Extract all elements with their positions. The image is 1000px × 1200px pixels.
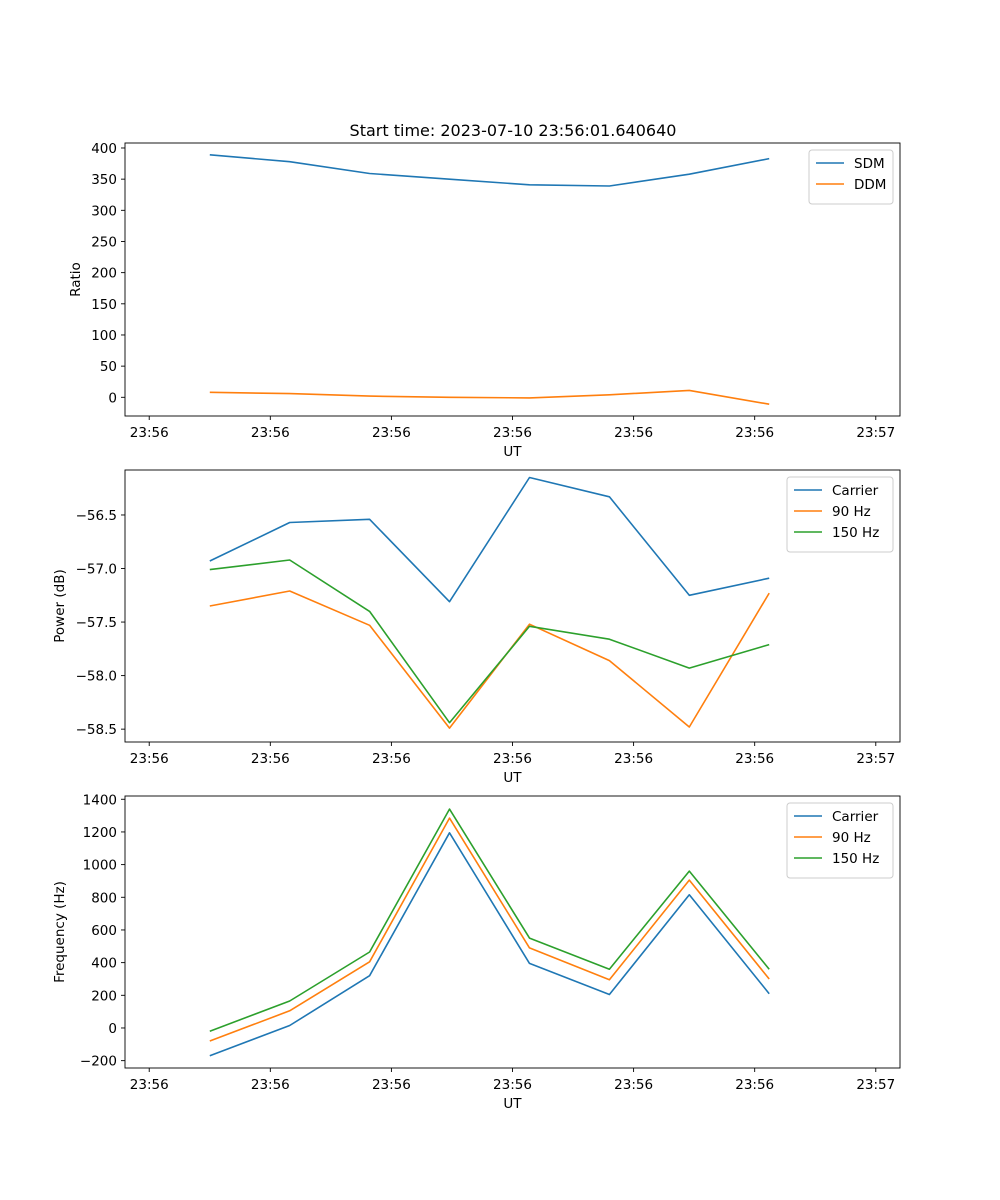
y-tick-label: 1000 [83,858,117,874]
y-tick-label: 200 [91,988,117,1004]
y-tick-label: 50 [100,359,117,375]
y-tick-label: 300 [91,203,117,219]
legend-label: 150 Hz [832,851,879,867]
x-tick-label: 23:57 [856,751,895,767]
y-tick-label: −56.5 [76,508,117,524]
y-tick-label: −58.0 [76,669,117,685]
x-tick-label: 23:56 [372,1077,411,1093]
series-line-ddm [209,389,770,405]
x-tick-label: 23:56 [614,751,653,767]
legend-label: SDM [854,156,885,172]
x-tick-label: 23:56 [735,1077,774,1093]
x-tick-label: 23:56 [493,425,532,441]
y-axis-label: Power (dB) [52,569,68,642]
y-tick-label: 0 [108,1021,117,1037]
y-tick-label: −58.5 [76,722,117,738]
legend-label: Carrier [832,483,879,499]
x-tick-label: 23:56 [130,751,169,767]
x-tick-label: 23:56 [614,425,653,441]
legend-label: 150 Hz [832,525,879,541]
y-axis-label: Ratio [68,262,84,297]
legend: Carrier 90 Hz 150 Hz [786,802,894,879]
x-tick-label: 23:56 [372,425,411,441]
x-tick-label: 23:56 [735,425,774,441]
x-axis-label: UT [503,444,522,460]
series-line-150-hz [209,559,770,724]
x-tick-label: 23:56 [614,1077,653,1093]
legend-label: DDM [854,177,886,193]
x-tick-label: 23:56 [130,425,169,441]
y-tick-label: 250 [91,234,117,250]
x-tick-label: 23:57 [856,1077,895,1093]
legend-box [786,802,894,879]
x-tick-label: 23:56 [251,1077,290,1093]
x-tick-label: 23:56 [493,1077,532,1093]
legend-label: 90 Hz [832,830,871,846]
series-line-90-hz [209,590,770,729]
series-line-sdm [209,154,770,187]
x-tick-label: 23:56 [372,751,411,767]
legend-label: Carrier [832,809,879,825]
x-tick-label: 23:56 [735,751,774,767]
y-tick-label: −57.0 [76,562,117,578]
subplot-1: 23:56 23:56 23:56 23:56 23:56 23:56 23:57 0 50 10… [68,141,901,460]
x-tick-label: 23:56 [251,751,290,767]
legend-box [786,476,894,553]
y-tick-label: 800 [91,890,117,906]
y-tick-label: 400 [91,956,117,972]
series-line-150-hz [209,808,770,1032]
x-axis-label: UT [503,770,522,786]
subplot-2: 23:56 23:56 23:56 23:56 23:56 23:56 23:57 −56.5… [52,469,901,786]
x-tick-label: 23:56 [130,1077,169,1093]
y-axis-label: Frequency (Hz) [52,881,68,983]
x-axis-label: UT [503,1096,522,1112]
panels: 23:56 23:56 23:56 23:56 23:56 23:56 23:57 0 50 10… [52,141,901,1112]
x-tick-label: 23:56 [493,751,532,767]
y-tick-label: 1200 [83,825,117,841]
series-line-carrier [209,831,770,1057]
chart-title: Start time: 2023-07-10 23:56:01.640640 [350,121,677,140]
y-tick-label: 400 [91,141,117,157]
series-line-carrier [209,476,770,603]
legend: SDM DDM [808,149,894,205]
y-tick-label: 150 [91,297,117,313]
y-tick-label: 0 [108,390,117,406]
y-tick-label: −57.5 [76,615,117,631]
legend-label: 90 Hz [832,504,871,520]
x-tick-label: 23:56 [251,425,290,441]
y-tick-label: 200 [91,266,117,282]
subplot-3: 23:56 23:56 23:56 23:56 23:56 23:56 23:57 −200 0… [52,792,901,1112]
x-tick-label: 23:57 [856,425,895,441]
y-tick-label: −200 [80,1054,117,1070]
y-tick-label: 350 [91,172,117,188]
y-tick-label: 600 [91,923,117,939]
y-tick-label: 1400 [83,792,117,808]
legend: Carrier 90 Hz 150 Hz [786,476,894,553]
series-line-90-hz [209,817,770,1042]
y-tick-label: 100 [91,328,117,344]
